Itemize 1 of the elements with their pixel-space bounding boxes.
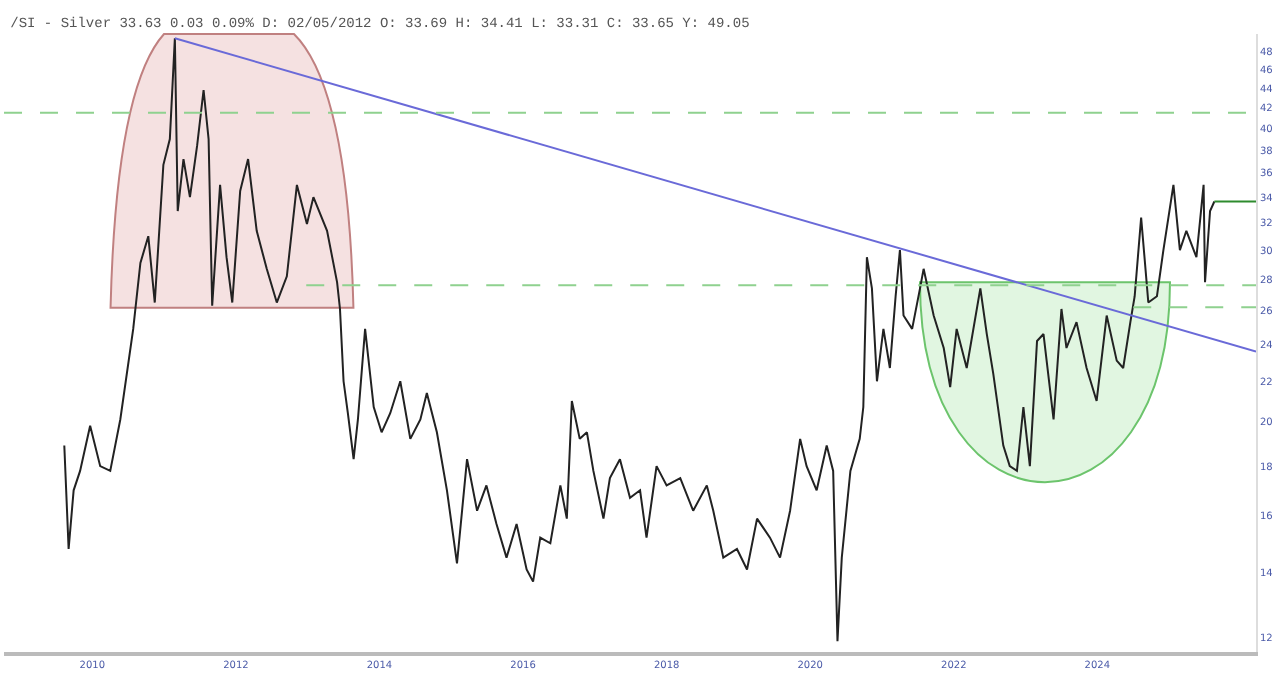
line-series xyxy=(63,37,1216,643)
